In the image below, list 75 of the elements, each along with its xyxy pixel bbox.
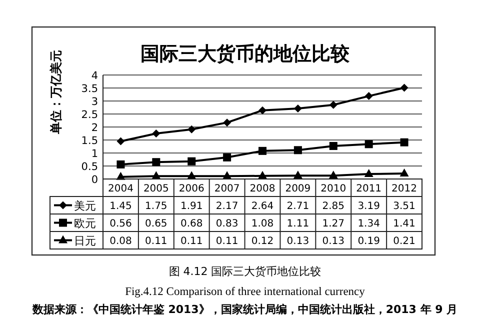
- data-label: 3.19: [358, 201, 380, 212]
- legend-label: 日元: [74, 234, 96, 248]
- data-label: 3.51: [393, 201, 416, 212]
- point: [258, 146, 266, 155]
- data-label: 1.45: [110, 201, 132, 212]
- point: [400, 84, 408, 92]
- data-label: 2.85: [322, 201, 345, 212]
- data-label: 1.91: [180, 201, 203, 212]
- y-tick-label: 1: [91, 148, 98, 160]
- data-label: 0.13: [322, 236, 345, 247]
- data-label: 0.19: [358, 236, 380, 247]
- data-label: 0.11: [145, 236, 168, 247]
- point: [152, 158, 160, 166]
- legend-label: 欧元: [74, 217, 96, 230]
- data-label: 1.41: [393, 218, 416, 230]
- data-label: 2.17: [216, 201, 238, 212]
- data-label: 1.75: [145, 201, 168, 212]
- x-tick-label: 2011: [356, 184, 382, 194]
- x-tick-label: 2009: [285, 184, 311, 194]
- point: [329, 100, 338, 109]
- y-tick-label: 4: [91, 70, 98, 82]
- point: [294, 146, 302, 154]
- data-label: 0.21: [393, 236, 416, 247]
- point: [223, 153, 232, 162]
- data-label: 0.65: [145, 218, 168, 230]
- point: [329, 142, 338, 150]
- point: [223, 118, 232, 127]
- point: [258, 106, 266, 114]
- caption: Fig.4.12 Comparison of three international currency: [125, 286, 366, 298]
- data-label: 0.11: [216, 236, 238, 247]
- data-label: 2.64: [251, 201, 274, 212]
- data-label: 0.13: [286, 236, 310, 247]
- x-tick-label: 2007: [214, 184, 240, 194]
- y-tick-label: 3: [91, 96, 98, 108]
- point: [188, 125, 196, 134]
- point: [364, 169, 374, 178]
- point: [400, 168, 409, 177]
- point: [294, 104, 302, 113]
- chart-title: 国际三大货币的地位比较: [140, 43, 350, 65]
- data-label: 0.56: [110, 218, 132, 230]
- point: [116, 160, 125, 168]
- x-tick-label: 2006: [178, 184, 204, 194]
- x-tick-label: 2004: [108, 184, 134, 194]
- point: [400, 138, 408, 146]
- source-note: 数据来源：《中国统计年鉴 2013》，国家统计局编，中国统计出版社，2013 年 9 月: [31, 303, 458, 316]
- x-tick-label: 2008: [250, 184, 276, 194]
- data-label: 0.68: [180, 218, 203, 230]
- caption: 图 4.12 国际三大货币地位比较: [168, 265, 322, 278]
- legend-label: 美元: [74, 200, 96, 212]
- point: [116, 137, 125, 146]
- data-label: 0.08: [110, 236, 132, 247]
- data-label: 2.71: [286, 201, 310, 212]
- y-axis-title: 单位：万亿美元: [49, 50, 63, 135]
- point: [188, 157, 196, 166]
- point: [152, 130, 160, 138]
- point: [293, 170, 302, 179]
- data-label: 0.11: [180, 236, 203, 247]
- y-tick-label: 0.5: [81, 161, 98, 173]
- y-tick-label: 2.5: [81, 109, 98, 121]
- data-label: 1.08: [251, 218, 274, 230]
- data-label: 0.12: [251, 236, 274, 247]
- x-tick-label: 2010: [320, 184, 346, 194]
- data-label: 1.27: [322, 218, 345, 230]
- y-tick-label: 2: [91, 122, 98, 134]
- data-label: 1.34: [358, 218, 380, 230]
- point: [364, 140, 373, 148]
- y-tick-label: 0: [91, 174, 98, 186]
- point: [364, 92, 373, 100]
- y-tick-label: 1.5: [81, 135, 98, 147]
- data-label: 0.83: [216, 218, 238, 230]
- data-label: 1.11: [286, 218, 310, 230]
- x-tick-label: 2012: [392, 184, 418, 194]
- y-tick-label: 3.5: [81, 83, 98, 95]
- x-tick-label: 2005: [143, 184, 169, 194]
- point: [328, 170, 338, 179]
